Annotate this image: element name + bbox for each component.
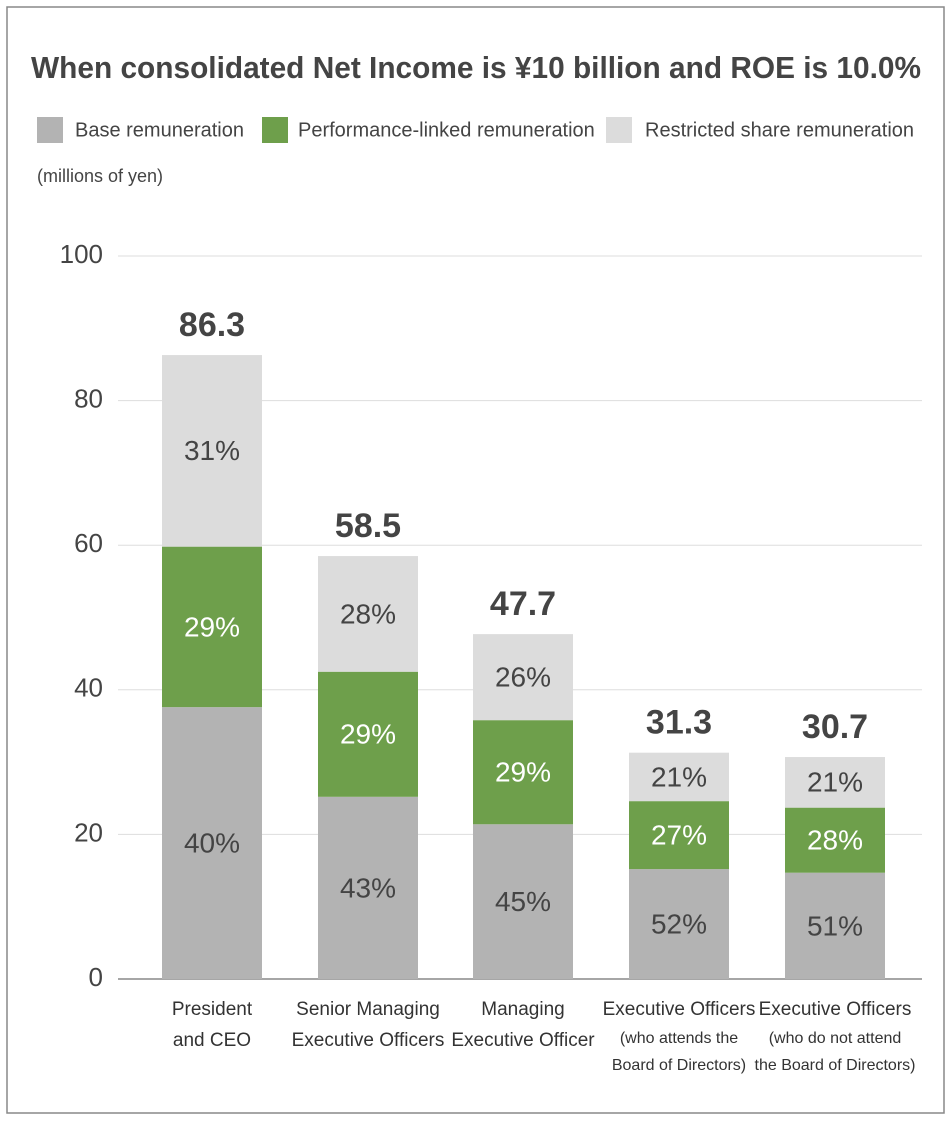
y-tick-label: 60 xyxy=(74,528,103,558)
bar-segment xyxy=(162,707,262,979)
total-label: 58.5 xyxy=(335,507,401,545)
segment-label: 26% xyxy=(495,662,551,693)
bar-segment xyxy=(473,824,573,979)
chart-title: When consolidated Net Income is ¥10 bill… xyxy=(31,50,921,85)
bar-segment xyxy=(785,872,885,979)
segment-label: 29% xyxy=(340,719,396,750)
legend-label: Performance-linked remuneration xyxy=(298,119,595,141)
bar-segment xyxy=(162,355,262,547)
segment-label: 51% xyxy=(807,910,863,941)
segment-label: 31% xyxy=(184,435,240,466)
x-tick-label: and CEO xyxy=(173,1030,251,1051)
segment-label: 21% xyxy=(651,761,707,792)
segment-label: 29% xyxy=(495,757,551,788)
segment-label: 27% xyxy=(651,820,707,851)
bar-segment xyxy=(629,869,729,979)
x-tick-label: (who attends the xyxy=(620,1030,738,1047)
bar-segment xyxy=(785,757,885,808)
total-label: 86.3 xyxy=(179,306,245,344)
bar-segment xyxy=(629,801,729,870)
bar-segment xyxy=(473,634,573,721)
segment-label: 28% xyxy=(340,598,396,629)
x-tick-label: (who do not attend xyxy=(769,1030,902,1047)
x-tick-label: the Board of Directors) xyxy=(755,1057,916,1074)
total-label: 30.7 xyxy=(802,708,868,746)
y-tick-label: 80 xyxy=(74,383,103,413)
bar-segment xyxy=(785,807,885,873)
segment-label: 29% xyxy=(184,611,240,642)
bar-segment xyxy=(318,556,418,672)
unit-label: (millions of yen) xyxy=(37,166,163,186)
y-tick-label: 20 xyxy=(74,817,103,847)
total-label: 31.3 xyxy=(646,704,712,742)
segment-label: 43% xyxy=(340,872,396,903)
segment-label: 21% xyxy=(807,767,863,798)
total-label: 47.7 xyxy=(490,585,556,623)
y-tick-label: 0 xyxy=(89,962,103,992)
x-tick-label: Executive Officer xyxy=(451,1030,595,1051)
segment-label: 52% xyxy=(651,908,707,939)
x-tick-label: Senior Managing xyxy=(296,999,440,1020)
legend-label: Base remuneration xyxy=(75,119,244,141)
x-tick-label: President xyxy=(172,999,253,1020)
y-tick-label: 100 xyxy=(60,239,103,269)
x-tick-label: Managing xyxy=(481,999,564,1020)
bar-segment xyxy=(318,671,418,797)
x-tick-label: Executive Officers xyxy=(603,999,756,1020)
bar-segment xyxy=(162,546,262,708)
legend-swatch xyxy=(37,117,63,143)
legend-label: Restricted share remuneration xyxy=(645,119,914,141)
x-tick-label: Executive Officers xyxy=(292,1030,445,1051)
segment-label: 45% xyxy=(495,886,551,917)
legend-swatch xyxy=(606,117,632,143)
x-tick-label: Executive Officers xyxy=(759,999,912,1020)
legend-swatch xyxy=(262,117,288,143)
x-tick-label: Board of Directors) xyxy=(612,1057,746,1074)
y-tick-label: 40 xyxy=(74,673,103,703)
segment-label: 40% xyxy=(184,827,240,858)
bar-segment xyxy=(473,720,573,825)
bar-segment xyxy=(629,752,729,802)
bar-segment xyxy=(318,796,418,979)
segment-label: 28% xyxy=(807,825,863,856)
